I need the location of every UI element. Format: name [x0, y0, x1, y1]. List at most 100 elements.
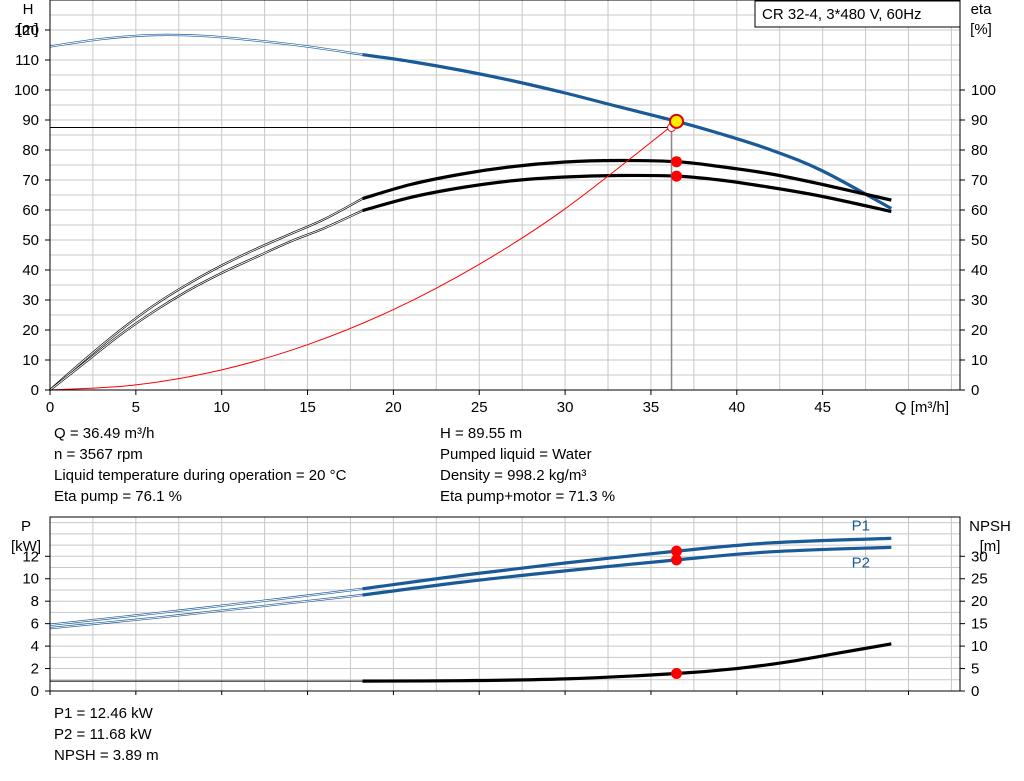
- speed-value: n = 3567 rpm: [54, 446, 143, 463]
- p2-series-label: P2: [852, 554, 870, 571]
- right-tick-label: 60: [971, 202, 988, 219]
- left-tick-label: 80: [22, 142, 39, 159]
- operating-info-left: Q = 36.49 m³/h n = 3567 rpm Liquid tempe…: [54, 423, 346, 507]
- density-value: Density = 998.2 kg/m³: [440, 467, 587, 484]
- right-tick-label: 50: [971, 232, 988, 249]
- curve-eta-pump-inner: [49, 198, 363, 391]
- power-info: P1 = 12.46 kW P2 = 11.68 kW NPSH = 3.89 …: [54, 703, 159, 766]
- left-tick-label: 20: [22, 322, 39, 339]
- left-tick-label: 10: [22, 352, 39, 369]
- power-tick-label: 8: [31, 593, 39, 610]
- bottom-chart-frame: [49, 516, 961, 692]
- p2-value: P2 = 11.68 kW: [54, 726, 152, 743]
- p1-operating-marker: [671, 545, 683, 557]
- npsh-value: NPSH = 3.89 m: [54, 747, 159, 764]
- x-tick-label: 25: [471, 399, 488, 416]
- x-tick-label: 30: [557, 399, 574, 416]
- power-tick-label: 4: [31, 638, 39, 655]
- x-tick-label: 10: [213, 399, 230, 416]
- npsh-tick-label: 20: [971, 593, 988, 610]
- liquid-temperature-value: Liquid temperature during operation = 20…: [54, 467, 347, 484]
- p1-series-label: P1: [852, 517, 870, 534]
- npsh-axis-unit: [m]: [980, 538, 1001, 555]
- left-tick-label: 50: [22, 232, 39, 249]
- left-tick-label: 0: [31, 382, 39, 399]
- right-tick-label: 30: [971, 292, 988, 309]
- power-tick-label: 6: [31, 616, 39, 633]
- left-axis-unit-h: [m]: [18, 21, 39, 38]
- x-tick-label: 0: [46, 399, 54, 416]
- p1-value: P1 = 12.46 kW: [54, 705, 153, 722]
- power-tick-label: 2: [31, 661, 39, 678]
- chart-title-box: [754, 0, 961, 28]
- curve-p1-bold: [362, 536, 892, 591]
- x-tick-label: 45: [814, 399, 831, 416]
- left-tick-label: 110: [15, 52, 39, 69]
- npsh-tick-label: 25: [971, 571, 988, 588]
- npsh-tick-label: 10: [971, 638, 988, 655]
- right-tick-label: 70: [971, 172, 988, 189]
- right-tick-label: 10: [971, 352, 988, 369]
- eta-pump-motor-value: Eta pump+motor = 71.3 %: [440, 488, 616, 505]
- curve-eta-pump-motor-bold: [362, 173, 892, 214]
- chart-curves: [49, 33, 893, 683]
- left-axis-label-h: H: [23, 1, 34, 18]
- left-tick-label: 30: [22, 292, 39, 309]
- curve-p2-bold: [362, 545, 892, 597]
- npsh-operating-marker: [671, 668, 683, 680]
- curve-p2-inner: [49, 594, 363, 629]
- curve-npsh-bold: [362, 642, 892, 683]
- npsh-tick-label: 15: [971, 616, 988, 633]
- left-tick-label: 60: [22, 202, 39, 219]
- x-tick-label: 5: [132, 399, 140, 416]
- head-value: H = 89.55 m: [440, 425, 523, 442]
- power-tick-label: 12: [22, 548, 39, 565]
- curve-system-curve: [49, 125, 672, 391]
- left-tick-label: 90: [22, 112, 39, 129]
- power-tick-label: 10: [22, 571, 39, 588]
- right-tick-label: 100: [971, 82, 996, 99]
- curve-eta-pump-bold: [362, 158, 892, 202]
- power-axis-unit: [kW]: [11, 538, 41, 555]
- right-axis-unit-eta: [%]: [970, 21, 992, 38]
- curve-p1-inner: [49, 588, 363, 626]
- top-chart-grid: [50, 0, 960, 390]
- top-chart-frame: [49, 0, 961, 391]
- left-tick-label: 70: [22, 172, 39, 189]
- x-axis-label: Q [m³/h]: [895, 399, 949, 416]
- flow-value: Q = 36.49 m³/h: [54, 425, 155, 442]
- x-tick-label: 15: [299, 399, 316, 416]
- curve-eta-pump-motor-inner: [49, 210, 363, 391]
- eta-pump-motor-operating-marker: [671, 170, 683, 182]
- right-tick-label: 90: [971, 112, 988, 129]
- eta-pump-operating-marker: [671, 156, 683, 168]
- x-tick-label: 20: [385, 399, 402, 416]
- right-tick-label: 0: [971, 382, 979, 399]
- eta-pump-value: Eta pump = 76.1 %: [54, 488, 182, 505]
- right-tick-label: 80: [971, 142, 988, 159]
- right-tick-label: 20: [971, 322, 988, 339]
- duty-point-marker: [669, 113, 685, 129]
- x-tick-label: 40: [728, 399, 745, 416]
- npsh-tick-label: 0: [971, 683, 979, 700]
- chart-labels: 0 5 10 15 20 25 30 35 40 45 Q [m³/h]01020304050607…: [11, 1, 1011, 700]
- operating-info-right: H = 89.55 m Pumped liquid = Water Densit…: [440, 423, 615, 507]
- power-tick-label: 0: [31, 683, 39, 700]
- npsh-tick-label: 5: [971, 661, 979, 678]
- curve-eta-pump-outer: [49, 197, 364, 391]
- power-axis-label: P: [21, 518, 31, 535]
- npsh-axis-label: NPSH: [969, 518, 1011, 535]
- left-tick-label: 40: [22, 262, 39, 279]
- curve-H-inner: [49, 34, 363, 56]
- right-axis-label-eta: eta: [971, 1, 993, 18]
- right-tick-label: 40: [971, 262, 988, 279]
- x-tick-label: 35: [643, 399, 660, 416]
- chart-title: CR 32-4, 3*480 V, 60Hz: [762, 6, 922, 23]
- p2-operating-marker: [671, 554, 683, 566]
- left-tick-label: 100: [14, 82, 39, 99]
- bottom-chart-grid: [50, 517, 960, 691]
- curve-H-bold: [362, 53, 893, 210]
- left-tick-label: 120: [14, 22, 39, 39]
- npsh-tick-label: 30: [971, 548, 988, 565]
